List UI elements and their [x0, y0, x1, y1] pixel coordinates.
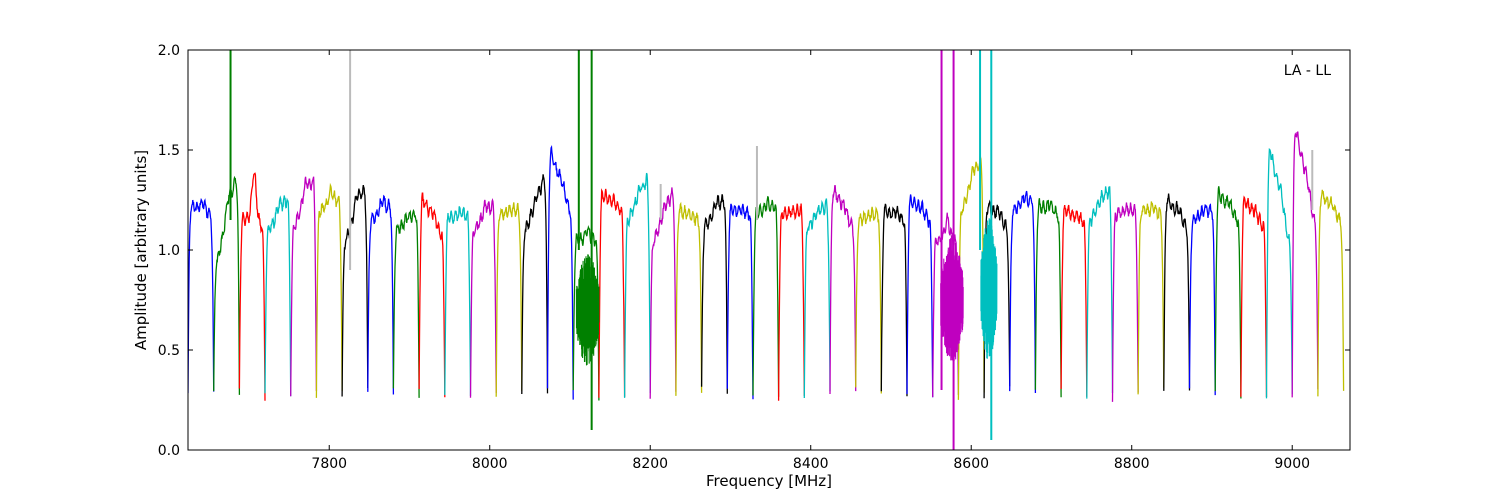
subband-line	[1240, 195, 1268, 398]
subband-line	[1060, 204, 1088, 397]
subband-line	[1317, 189, 1345, 397]
subband-line	[829, 185, 857, 395]
subband-line	[572, 224, 600, 401]
subband-line	[521, 174, 549, 395]
x-tick-label: 8200	[632, 456, 668, 472]
subband-line	[675, 201, 703, 396]
subband-line	[1291, 131, 1319, 398]
subband-line	[1265, 148, 1293, 399]
subband-line	[213, 175, 241, 395]
x-tick-label: 8400	[793, 456, 829, 472]
subband-line	[367, 194, 395, 395]
subband-line	[803, 198, 831, 399]
subband-line	[777, 203, 805, 401]
noisy-region-line	[980, 218, 998, 359]
subband-line	[1214, 186, 1242, 399]
subband-line	[598, 188, 626, 398]
subband-line	[315, 182, 343, 398]
subband-line	[546, 145, 574, 400]
subband-line	[880, 203, 908, 397]
subband-line	[290, 176, 318, 397]
subband-line	[700, 194, 728, 394]
subband-line	[1009, 190, 1037, 394]
subband-line	[444, 206, 472, 396]
x-axis: 7800 8000 8200 8400 8600 8800 9000	[311, 50, 1310, 472]
subband-line	[238, 172, 266, 401]
subband-line	[1137, 201, 1165, 395]
subband-line	[649, 187, 677, 399]
subband-line	[495, 202, 523, 397]
y-tick-label: 0.5	[158, 343, 180, 359]
subband-line	[392, 208, 420, 398]
subband-line	[726, 203, 754, 400]
y-tick-label: 2.0	[158, 43, 180, 59]
x-axis-label: Frequency [MHz]	[706, 472, 832, 490]
x-tick-label: 8000	[472, 456, 508, 472]
chart-annotation: LA - LL	[1284, 63, 1331, 79]
y-tick-label: 1.5	[158, 143, 180, 159]
subband-line	[188, 197, 215, 394]
subband-line	[341, 184, 369, 397]
subband-line	[418, 192, 446, 398]
plot-series-area	[188, 50, 1345, 450]
subband-line	[469, 197, 497, 398]
subband-line	[983, 199, 1011, 399]
y-tick-label: 1.0	[158, 243, 180, 259]
subband-line	[1034, 198, 1062, 398]
x-tick-label: 9000	[1274, 456, 1310, 472]
subband-line	[906, 194, 934, 398]
y-axis: 0.0 0.5 1.0 1.5 2.0	[158, 43, 1350, 459]
subband-line	[1163, 193, 1191, 391]
x-tick-label: 7800	[311, 456, 347, 472]
subband-line	[623, 172, 651, 398]
noisy-region-line	[575, 254, 600, 366]
subband-line	[264, 195, 292, 397]
y-axis-label: Amplitude [arbitrary units]	[132, 150, 150, 350]
subband-line	[1086, 186, 1114, 399]
y-tick-label: 0.0	[158, 443, 180, 459]
subband-line	[855, 206, 882, 394]
subband-line	[1188, 203, 1216, 396]
x-tick-label: 8800	[1114, 456, 1150, 472]
noisy-region-line	[940, 235, 964, 362]
x-tick-label: 8600	[953, 456, 989, 472]
subband-line	[1111, 202, 1139, 402]
